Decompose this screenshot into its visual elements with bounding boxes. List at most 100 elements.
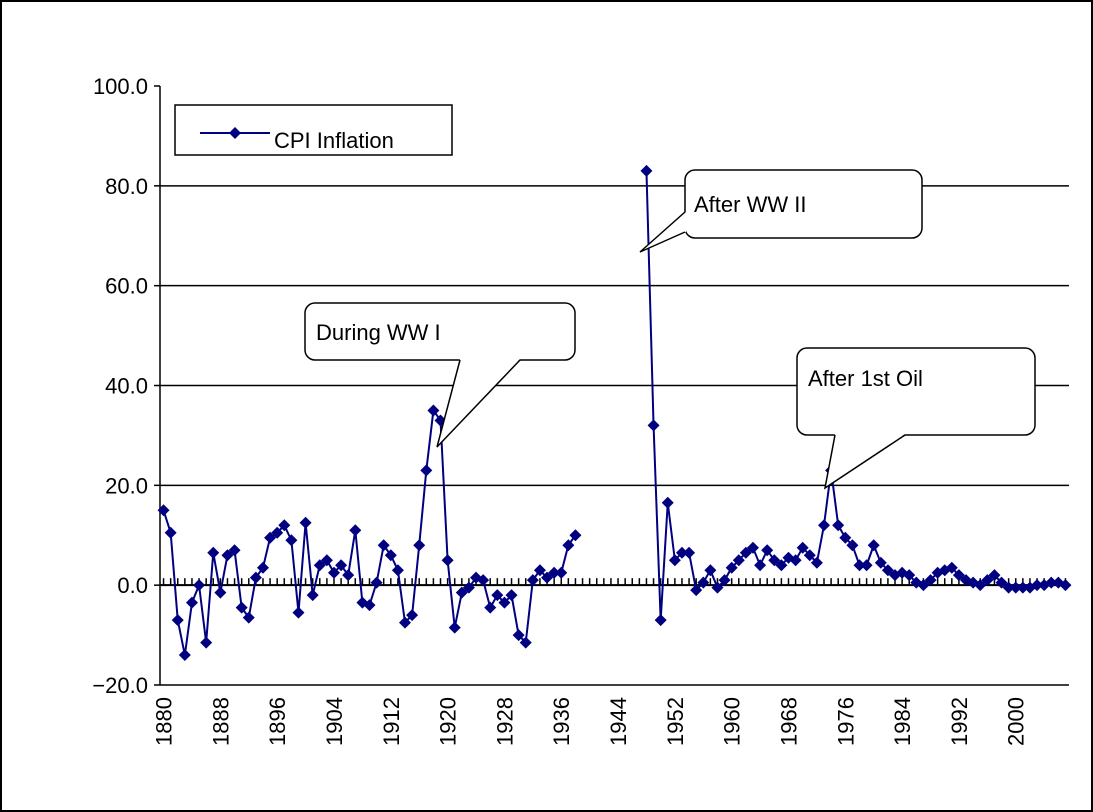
callout-pointer-edge [823, 434, 906, 490]
data-point [640, 164, 653, 177]
y-tick-label: 60.0 [105, 274, 148, 299]
x-tick-label: 1960 [720, 697, 745, 746]
y-tick-label: 40.0 [105, 374, 148, 399]
data-point [683, 546, 696, 559]
callout-box [684, 169, 923, 239]
data-point [178, 649, 191, 662]
data-point [867, 539, 880, 552]
y-tick-label: −20.0 [92, 673, 148, 698]
data-point [860, 559, 873, 572]
legend-label: CPI Inflation [274, 128, 394, 153]
y-tick-label: 100.0 [93, 74, 148, 99]
data-point [995, 576, 1008, 589]
x-tick-label: 2000 [1004, 697, 1029, 746]
data-point [256, 561, 269, 574]
x-tick-label: 1992 [947, 697, 972, 746]
data-point [264, 531, 277, 544]
data-point [690, 584, 703, 597]
data-point [207, 546, 220, 559]
data-point [171, 614, 184, 627]
data-point [214, 586, 227, 599]
data-point [384, 549, 397, 562]
data-point [569, 529, 582, 542]
legend-marker [229, 127, 241, 139]
data-point [817, 519, 830, 532]
data-point [1045, 576, 1058, 589]
data-point [221, 549, 234, 562]
data-point [548, 566, 561, 579]
callout-box [796, 347, 1036, 436]
data-point [555, 566, 568, 579]
data-point [697, 576, 710, 589]
data-point [278, 519, 291, 532]
data-point [810, 556, 823, 569]
data-point [228, 544, 241, 557]
data-point [313, 559, 326, 572]
x-tick-label: 1928 [492, 697, 517, 746]
annotation: During WW I [316, 320, 441, 345]
data-point [306, 589, 319, 602]
data-point [732, 554, 745, 567]
annotation: After 1st Oil [808, 366, 923, 391]
data-point [406, 609, 419, 622]
data-point [881, 564, 894, 577]
data-point [945, 561, 958, 574]
data-point [803, 549, 816, 562]
annotation: After WW II [694, 192, 806, 217]
data-point [271, 526, 284, 539]
data-point [647, 419, 660, 432]
y-tick-label: 80.0 [105, 174, 148, 199]
data-point [327, 566, 340, 579]
data-point [874, 556, 887, 569]
data-point [200, 636, 213, 649]
data-point [754, 559, 767, 572]
x-tick-label: 1920 [436, 697, 461, 746]
data-point [839, 531, 852, 544]
data-point [1016, 581, 1029, 594]
data-point [420, 464, 433, 477]
data-point [342, 569, 355, 582]
data-point [1009, 581, 1022, 594]
data-point [952, 569, 965, 582]
data-point [988, 569, 1001, 582]
data-point [725, 561, 738, 574]
data-point [796, 541, 809, 554]
data-point [491, 589, 504, 602]
data-point [654, 614, 667, 627]
x-tick-label: 1976 [833, 697, 858, 746]
data-point [661, 496, 674, 509]
data-point [917, 579, 930, 592]
data-point [675, 546, 688, 559]
data-point [1002, 581, 1015, 594]
data-point [853, 559, 866, 572]
data-point [441, 554, 454, 567]
data-point [1031, 579, 1044, 592]
data-point [761, 544, 774, 557]
data-point [185, 596, 198, 609]
x-tick-label: 1952 [663, 697, 688, 746]
data-point [391, 564, 404, 577]
x-tick-label: 1968 [776, 697, 801, 746]
data-point [924, 574, 937, 587]
data-point [739, 546, 752, 559]
data-point [498, 596, 511, 609]
x-tick-label: 1936 [549, 697, 574, 746]
data-point [335, 559, 348, 572]
data-point [349, 524, 362, 537]
data-point [462, 581, 475, 594]
data-point [235, 601, 248, 614]
legend-box [174, 104, 453, 156]
data-point [704, 564, 717, 577]
data-point [519, 636, 532, 649]
x-tick-label: 1984 [890, 697, 915, 746]
data-point [484, 601, 497, 614]
data-point [448, 621, 461, 634]
data-point [157, 504, 170, 517]
data-point [320, 554, 333, 567]
y-tick-label: 20.0 [105, 473, 148, 498]
data-point [292, 606, 305, 619]
data-point [427, 404, 440, 417]
data-point [377, 539, 390, 552]
data-point [505, 589, 518, 602]
